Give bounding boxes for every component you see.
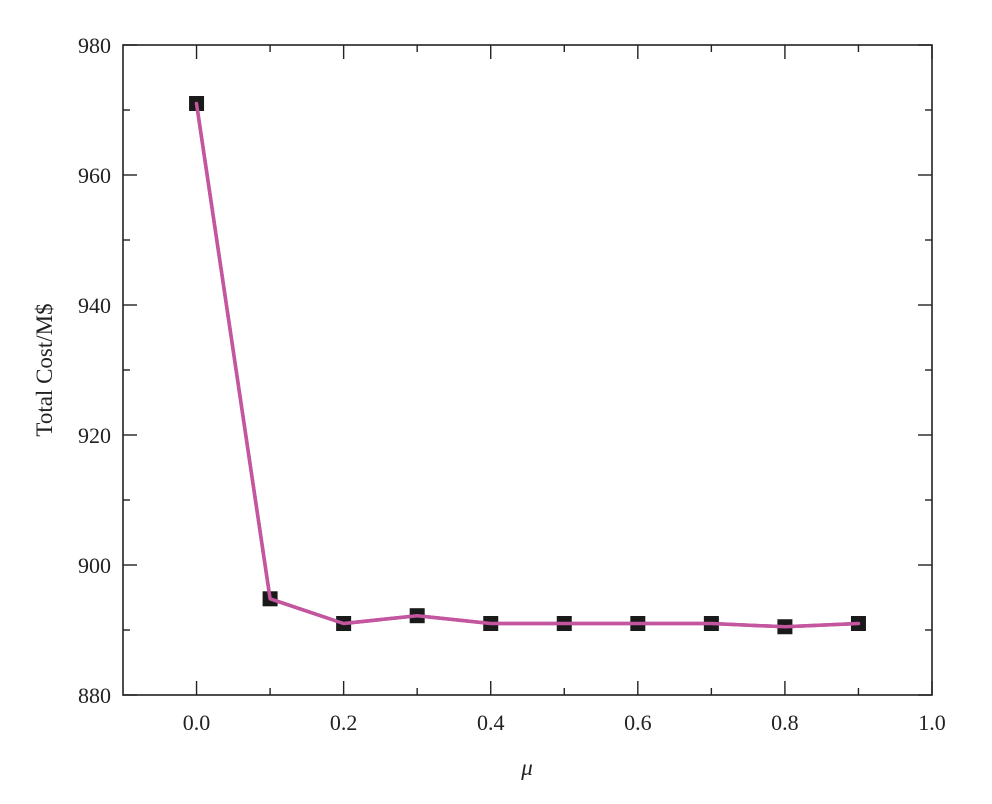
y-tick-label: 940 xyxy=(78,293,111,318)
tick-labels: 0.0 0.2 0.4 0.6 0.8 1.0 880 900 920 940 960 980 xyxy=(78,33,946,735)
x-axis-label: μ xyxy=(520,755,533,780)
y-tick-label: 980 xyxy=(78,33,111,58)
series-line-overlay xyxy=(194,101,861,629)
y-tick-label: 900 xyxy=(78,553,111,578)
x-tick-label: 0.0 xyxy=(183,710,211,735)
y-axis-label: Total Cost/M$ xyxy=(32,303,57,436)
y-tick-label: 920 xyxy=(78,423,111,448)
series-layer xyxy=(189,96,866,635)
x-tick-label: 0.2 xyxy=(330,710,358,735)
axis-ticks xyxy=(123,44,933,696)
y-tick-label: 960 xyxy=(78,163,111,188)
x-tick-label: 0.4 xyxy=(477,710,505,735)
x-tick-label: 0.6 xyxy=(624,710,652,735)
x-tick-label: 1.0 xyxy=(918,710,946,735)
series-line xyxy=(194,101,861,629)
x-tick-label: 0.8 xyxy=(771,710,799,735)
plot-frame xyxy=(122,44,933,696)
y-tick-label: 880 xyxy=(78,683,111,708)
